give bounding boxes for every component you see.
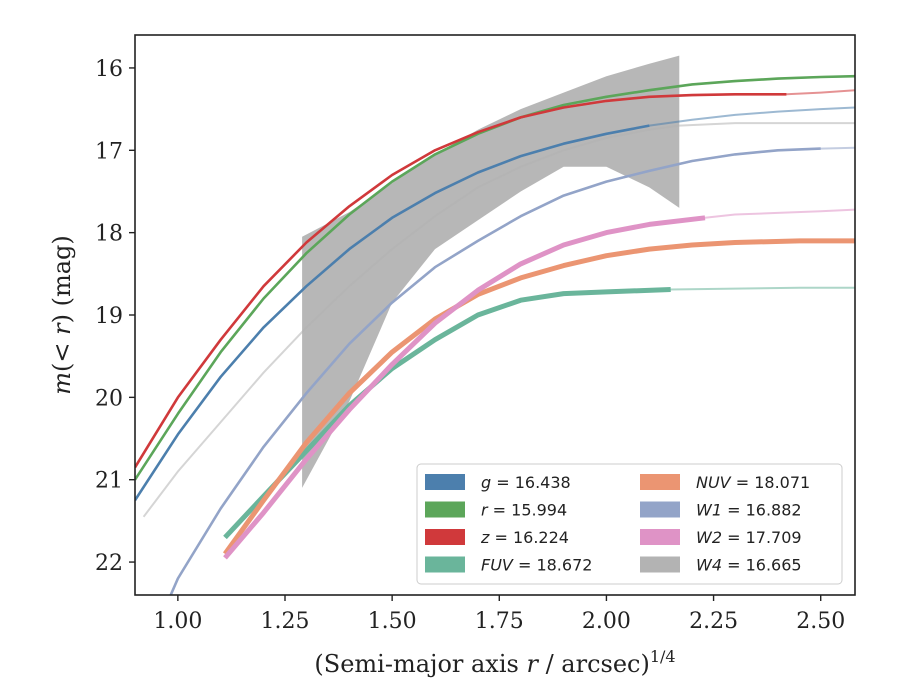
legend-swatch-g — [425, 474, 465, 490]
legend-entry-w1: W1 = 16.882 — [696, 501, 802, 520]
legend-swatch-w4 — [640, 556, 680, 573]
x-tick-label: 1.00 — [153, 609, 202, 634]
legend: g = 16.438 r = 15.994 z = 16.224 FUV = 18.6… — [416, 463, 843, 585]
series-z-line — [135, 93, 787, 469]
x-tick-label: 1.25 — [261, 609, 310, 634]
series-w4-band — [302, 55, 680, 488]
legend-entry-w4: W4 = 16.665 — [696, 556, 802, 575]
legend-entry-r: r = 15.994 — [481, 501, 567, 520]
legend-box — [416, 463, 843, 585]
y-tick-label: 22 — [95, 551, 123, 576]
series-nuv-line — [222, 238, 855, 556]
series-g — [135, 106, 855, 502]
series-nuv — [222, 238, 855, 556]
series-w2 — [223, 208, 855, 560]
y-tick-label: 18 — [95, 222, 123, 247]
legend-swatch-nuv — [640, 474, 680, 490]
series-w4 — [142, 55, 855, 518]
y-tick-label: 16 — [95, 57, 123, 82]
y-tick-label: 20 — [95, 386, 123, 411]
x-tick-label: 2.00 — [582, 609, 631, 634]
plot-area — [135, 55, 855, 595]
legend-swatch-z — [425, 529, 465, 545]
x-tick-label: 2.25 — [689, 609, 738, 634]
y-tick-label: 17 — [95, 139, 123, 164]
legend-swatch-fuv — [425, 556, 465, 573]
x-axis-label: (Semi-major axis r / arcsec)1/4 — [314, 647, 675, 678]
y-axis-label: m(< r) (mag) — [48, 235, 76, 395]
y-tick-label: 21 — [95, 469, 123, 494]
series-g-line — [135, 124, 650, 502]
axes: 1.00 1.25 1.50 1.75 2.00 2.25 2.50 16 17 18 19 20 21… — [48, 34, 856, 678]
series-z — [135, 89, 855, 469]
x-tick-label: 1.75 — [475, 609, 524, 634]
legend-entry-nuv: NUV = 18.071 — [696, 473, 810, 492]
series-w1-line — [169, 147, 821, 595]
legend-entry-z: z = 16.224 — [480, 528, 569, 547]
x-axis-label-superscript: 1/4 — [650, 647, 676, 666]
legend-entry-g: g = 16.438 — [481, 473, 571, 492]
series-w2-line — [223, 215, 706, 560]
legend-entry-fuv: FUV = 18.672 — [481, 556, 592, 575]
series-w4-extrapolated — [142, 122, 855, 518]
y-tick-label: 19 — [95, 304, 123, 329]
legend-swatch-w1 — [640, 501, 680, 518]
x-tick-label: 2.50 — [796, 609, 845, 634]
legend-entry-w2: W2 = 17.709 — [696, 528, 802, 547]
series-w1 — [169, 146, 855, 595]
legend-swatch-r — [425, 501, 465, 518]
x-tick-label: 1.50 — [368, 609, 417, 634]
legend-swatch-w2 — [640, 529, 680, 545]
